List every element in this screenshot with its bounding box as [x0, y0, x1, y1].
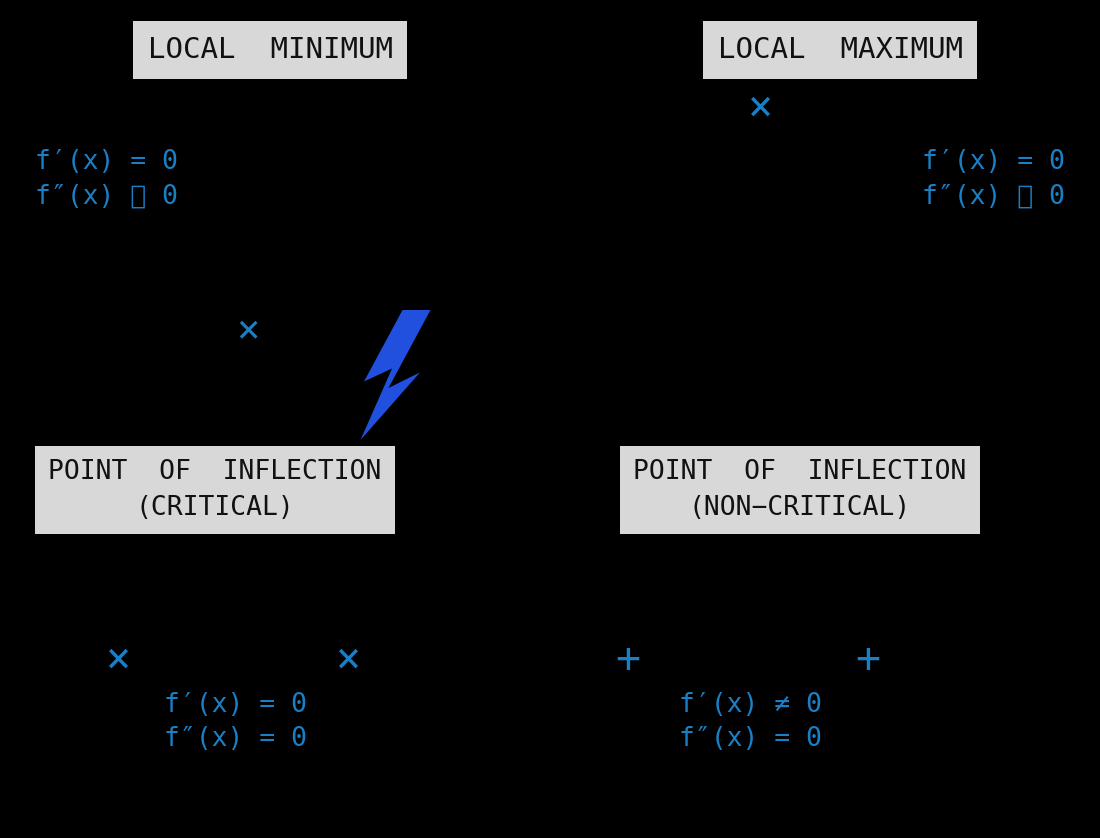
Text: f′(x) = 0: f′(x) = 0: [922, 149, 1065, 175]
Text: LOCAL  MINIMUM: LOCAL MINIMUM: [147, 36, 393, 64]
Text: f′(x) = 0: f′(x) = 0: [35, 149, 178, 175]
Text: f″(x) = 0: f″(x) = 0: [164, 727, 307, 753]
Text: f′(x) = 0: f′(x) = 0: [164, 692, 307, 718]
Text: f″(x) ⩽ 0: f″(x) ⩽ 0: [922, 184, 1065, 210]
Text: f′(x) ≠ 0: f′(x) ≠ 0: [679, 692, 822, 718]
Text: POINT  OF  INFLECTION
(CRITICAL): POINT OF INFLECTION (CRITICAL): [48, 459, 382, 521]
Text: +: +: [616, 639, 640, 681]
Text: +: +: [856, 639, 880, 681]
Text: ×: ×: [748, 87, 772, 129]
Polygon shape: [361, 310, 430, 440]
Text: ×: ×: [236, 311, 260, 349]
Text: LOCAL  MAXIMUM: LOCAL MAXIMUM: [717, 36, 962, 64]
Text: ×: ×: [106, 639, 131, 681]
Text: f″(x) ⩾ 0: f″(x) ⩾ 0: [35, 184, 178, 210]
Text: POINT  OF  INFLECTION
(NON−CRITICAL): POINT OF INFLECTION (NON−CRITICAL): [634, 459, 967, 521]
Text: ×: ×: [336, 639, 361, 681]
Text: f″(x) = 0: f″(x) = 0: [679, 727, 822, 753]
